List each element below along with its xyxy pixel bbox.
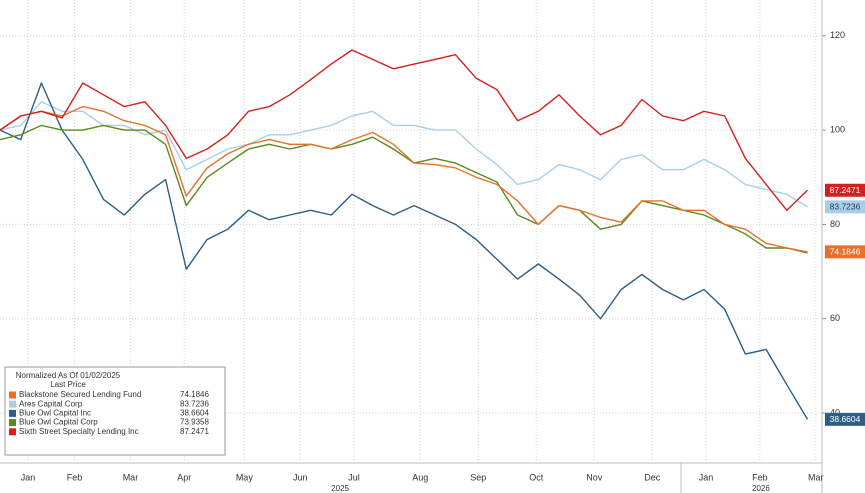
value-tag-label: 38.6604 <box>830 414 861 424</box>
y-tick-label: 100 <box>830 125 845 135</box>
x-tick-label: Aug <box>412 472 428 482</box>
x-tick-label: Oct <box>529 472 544 482</box>
x-tick-label: Jul <box>348 472 360 482</box>
legend-swatch <box>9 419 16 427</box>
legend-value: 87.2471 <box>180 427 209 436</box>
legend-label: Blue Owl Capital Corp <box>19 418 98 427</box>
x-tick-label: Dec <box>644 472 661 482</box>
x-tick-label: Feb <box>67 472 83 482</box>
value-tag-label: 87.2471 <box>830 185 861 195</box>
year-label: 2026 <box>752 484 770 493</box>
x-tick-label: Nov <box>586 472 603 482</box>
x-tick-label: Feb <box>752 472 768 482</box>
y-tick-label: 60 <box>830 313 840 323</box>
y-tick-label: 120 <box>830 30 845 40</box>
x-tick-label: Sep <box>470 472 486 482</box>
legend-value: 83.7236 <box>180 399 209 408</box>
x-tick-label: Mar <box>123 472 139 482</box>
legend-value: 74.1846 <box>180 390 209 399</box>
x-tick-label: Mar <box>808 472 824 482</box>
value-tag <box>825 200 865 214</box>
x-tick-label: Jan <box>21 472 36 482</box>
value-tag <box>825 183 865 197</box>
legend-label: Blue Owl Capital Inc <box>19 409 91 418</box>
legend-box <box>4 366 226 456</box>
x-tick-label: May <box>236 472 254 482</box>
legend-subtitle: Last Price <box>50 380 86 389</box>
legend-label: Ares Capital Corp <box>19 399 83 408</box>
x-tick-label: Jun <box>293 472 308 482</box>
value-tag-label: 83.7236 <box>830 202 861 212</box>
legend-swatch <box>9 391 16 399</box>
legend-label: Blackstone Secured Lending Fund <box>19 390 141 399</box>
legend-swatch <box>9 400 16 408</box>
legend-value: 73.9358 <box>180 418 209 427</box>
legend-value: 38.6604 <box>180 409 209 418</box>
year-label: 2025 <box>331 484 349 493</box>
series-line <box>0 124 808 254</box>
value-tag <box>825 245 865 259</box>
legend-label: Sixth Street Specialty Lending Inc <box>19 427 139 436</box>
y-tick-label: 80 <box>830 219 840 229</box>
legend-swatch <box>9 428 16 436</box>
series-line <box>0 82 809 420</box>
legend-swatch <box>9 409 16 417</box>
series-line <box>0 49 808 211</box>
legend-title: Normalized As Of 01/02/2025 <box>16 371 121 380</box>
y-tick-label: 40 <box>830 407 840 417</box>
value-tag-label: 74.1846 <box>830 247 861 257</box>
series-line <box>0 105 808 253</box>
x-tick-label: Apr <box>177 472 191 482</box>
x-tick-label: Jan <box>699 472 714 482</box>
value-tag <box>825 412 865 426</box>
